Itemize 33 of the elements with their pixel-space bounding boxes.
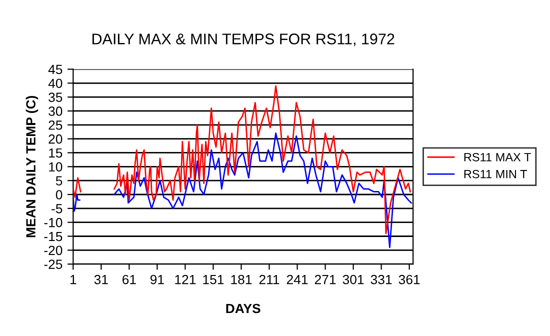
y-tick-label: 25 xyxy=(48,120,62,130)
y-tick-label: 10 xyxy=(49,162,62,172)
x-tick-label: 271 xyxy=(314,274,336,284)
chart-title: DAILY MAX & MIN TEMPS FOR RS11, 1972 xyxy=(92,34,394,46)
y-axis-title: MEAN DAILY TEMP (C) xyxy=(26,96,38,238)
x-tick-label: 301 xyxy=(342,274,364,284)
x-tick-label: 211 xyxy=(259,274,280,284)
y-tick-label: -20 xyxy=(44,246,62,256)
x-axis-title: DAYS xyxy=(226,304,260,314)
x-tick-label: 61 xyxy=(122,274,136,284)
y-tick-label: 5 xyxy=(56,176,62,186)
x-tick-label: 31 xyxy=(94,274,108,284)
x-tick-label: 121 xyxy=(175,274,196,284)
x-tick-label: 91 xyxy=(150,274,164,284)
y-tick-label: 40 xyxy=(48,78,62,88)
x-tick-label: 151 xyxy=(203,274,224,284)
y-tick-label: 15 xyxy=(49,148,62,158)
x-tick-label: 181 xyxy=(231,274,252,284)
y-tick-label: 35 xyxy=(48,92,62,102)
y-tick-label: 45 xyxy=(48,64,62,74)
x-tick-label: 241 xyxy=(286,274,308,284)
x-tick-label: 1 xyxy=(70,274,76,284)
y-tick-label: -10 xyxy=(44,218,62,228)
legend-label: RS11 MAX T xyxy=(464,153,531,162)
x-tick-label: 361 xyxy=(398,274,420,284)
x-tick-label: 331 xyxy=(370,274,392,284)
y-tick-label: 0 xyxy=(56,190,62,200)
y-tick-label: 30 xyxy=(48,106,62,116)
legend-label: RS11 MIN T xyxy=(464,170,527,178)
y-tick-label: 20 xyxy=(48,134,62,144)
y-tick-label: -25 xyxy=(44,260,62,270)
y-tick-label: -15 xyxy=(44,232,62,242)
y-tick-label: -5 xyxy=(52,204,62,214)
